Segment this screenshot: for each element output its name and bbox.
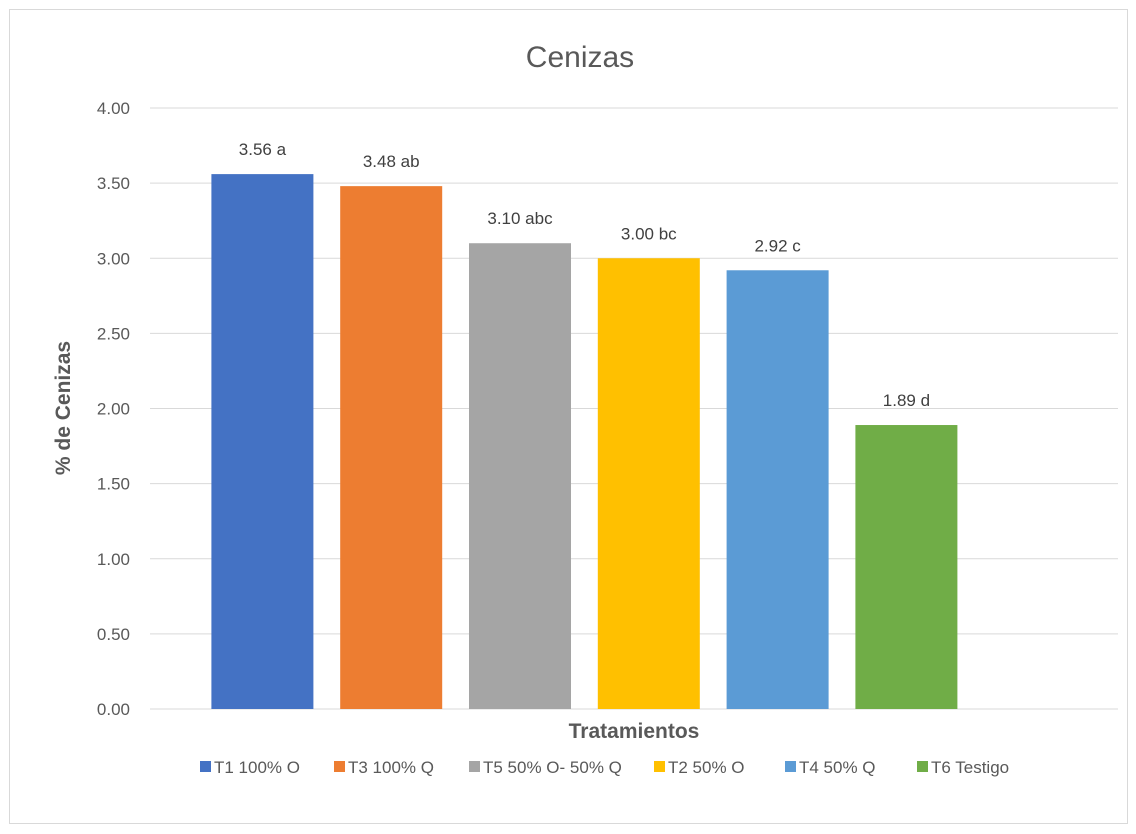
data-label: 3.00 bc xyxy=(621,224,677,243)
legend-swatch xyxy=(785,761,796,772)
y-tick-label: 3.00 xyxy=(97,249,130,268)
y-tick-label: 1.00 xyxy=(97,550,130,569)
bar xyxy=(469,243,571,709)
legend-label: T3 100% Q xyxy=(348,758,434,777)
legend-swatch xyxy=(200,761,211,772)
legend-label: T6 Testigo xyxy=(931,758,1009,777)
bar xyxy=(340,186,443,709)
y-tick-label: 0.00 xyxy=(97,700,130,719)
data-label: 3.48 ab xyxy=(363,152,420,171)
bar xyxy=(597,258,700,709)
legend-label: T2 50% O xyxy=(668,758,745,777)
data-labels: 3.56 a 3.48 ab 3.10 abc 3.00 bc 2.92 c 1.89 d xyxy=(239,140,930,410)
legend: T1 100% O T3 100% Q T5 50% O- 50% Q T2 50% … xyxy=(200,758,1009,777)
data-label: 1.89 d xyxy=(883,391,930,410)
legend-label: T4 50% Q xyxy=(799,758,876,777)
legend-label: T1 100% O xyxy=(214,758,300,777)
y-tick-label: 2.00 xyxy=(97,400,130,419)
data-label: 3.56 a xyxy=(239,140,287,159)
x-axis-title: Tratamientos xyxy=(569,720,700,743)
y-axis-title: % de Cenizas xyxy=(52,341,75,475)
legend-swatch xyxy=(469,761,480,772)
legend-swatch xyxy=(334,761,345,772)
y-tick-label: 4.00 xyxy=(97,99,130,118)
bars xyxy=(211,174,958,710)
y-tick-label: 3.50 xyxy=(97,174,130,193)
data-label: 2.92 c xyxy=(754,236,801,255)
bar xyxy=(726,270,829,709)
chart-title: Cenizas xyxy=(526,41,634,74)
bar xyxy=(855,425,958,709)
legend-label: T5 50% O- 50% Q xyxy=(483,758,622,777)
data-label: 3.10 abc xyxy=(487,209,553,228)
bar xyxy=(211,174,314,710)
y-tick-label: 0.50 xyxy=(97,625,130,644)
y-axis-ticks: 0.00 0.50 1.00 1.50 2.00 2.50 3.00 3.50 4.00 xyxy=(97,99,130,719)
y-tick-label: 2.50 xyxy=(97,324,130,343)
legend-swatch xyxy=(654,761,665,772)
y-tick-label: 1.50 xyxy=(97,475,130,494)
legend-swatch xyxy=(917,761,928,772)
